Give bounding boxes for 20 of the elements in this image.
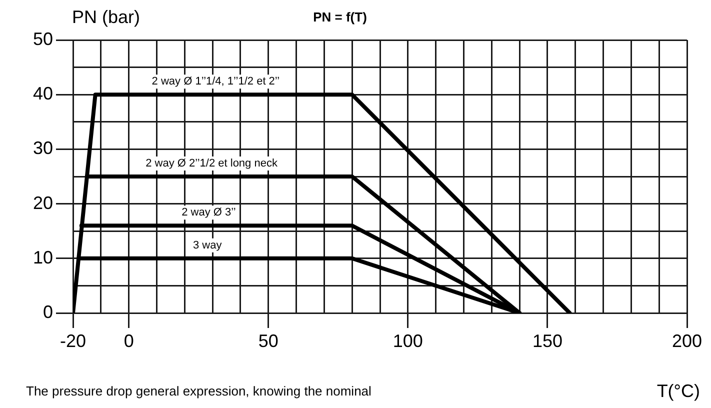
y-tick-label: 10 — [32, 247, 53, 268]
x-tick-label: 100 — [392, 330, 423, 351]
x-tick-label: 0 — [124, 330, 134, 351]
y-tick-label: 40 — [32, 84, 53, 104]
x-tick-label: 150 — [532, 330, 562, 351]
y-axis-title: PN (bar) — [72, 6, 140, 27]
series-label: 2 way Ø 1’’1/4, 1’’1/2 et 2’’ — [152, 76, 280, 88]
y-tick-label: 0 — [42, 302, 53, 322]
y-tick-label: 20 — [32, 192, 53, 213]
x-tick-label: -20 — [60, 330, 86, 351]
x-tick-label: 200 — [672, 330, 702, 351]
chart-title: PN = f(T) — [313, 10, 367, 25]
x-axis-title: T(°C) — [656, 380, 700, 401]
y-tick-label: 50 — [32, 28, 53, 49]
series-label: 2 way Ø 2’’1/2 et long neck — [146, 158, 278, 170]
series-label: 3 way — [192, 239, 222, 252]
series-label: 2 way Ø 3’’ — [182, 206, 236, 219]
x-tick-label: 50 — [258, 330, 278, 351]
text: The pressure drop general expression, knowing the nominal — [26, 384, 372, 399]
y-tick-label: 30 — [32, 138, 53, 158]
